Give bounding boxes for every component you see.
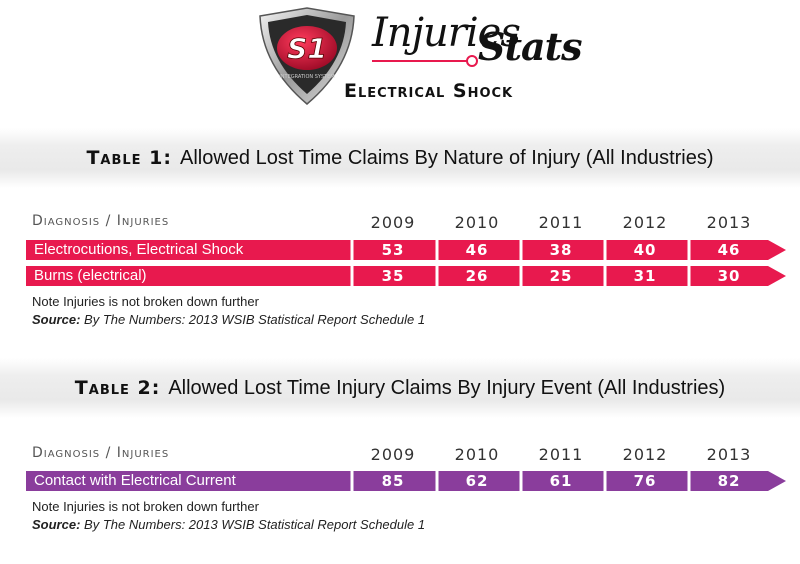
table1-source-label: Source:: [32, 312, 81, 327]
table1-year-header: 2012: [622, 213, 668, 232]
table1-year-header: 2010: [454, 213, 500, 232]
table1-column-header: Diagnosis / Injuries: [32, 213, 170, 229]
brand-word-injuries: Injuries: [372, 10, 521, 56]
table2-year-header: 2010: [454, 445, 500, 464]
table1-value-cell: 30: [717, 267, 741, 285]
brand-word-stats: Stats: [478, 24, 583, 69]
table1-row-label: Electrocutions, Electrical Shock: [34, 241, 244, 258]
table1-source-text: By The Numbers: 2013 WSIB Statistical Re…: [84, 312, 426, 327]
table2-value-cell: 61: [549, 472, 573, 490]
table2-label: Table 2:: [74, 377, 161, 399]
logo-text: S1: [287, 32, 327, 65]
table1-value-cell: 46: [465, 241, 489, 259]
table2-value-cell: 82: [717, 472, 741, 490]
table2-source-label: Source:: [32, 517, 81, 532]
table1-label: Table 1:: [86, 147, 172, 169]
table1-year-header: 2009: [370, 213, 416, 232]
table1-value-cell: 38: [549, 241, 573, 259]
table2-value-cell: 62: [465, 472, 489, 490]
s1-logo: S1 INTEGRATION SYSTEM: [259, 7, 355, 105]
table2-title-text: Allowed Lost Time Injury Claims By Injur…: [168, 377, 726, 399]
page-subtitle: Electrical Shock: [344, 80, 514, 102]
table1-note: Note Injuries is not broken down further: [32, 294, 259, 309]
table1-value-cell: 53: [381, 241, 405, 259]
logo-subtext: INTEGRATION SYSTEM: [279, 74, 334, 80]
brand-dot: [466, 55, 478, 67]
table2-year-header: 2011: [538, 445, 584, 464]
table2-row-bar: [26, 471, 786, 491]
table1-value-cell: 25: [549, 267, 573, 285]
table1-row: Electrocutions, Electrical Shock 53 46 3…: [26, 240, 786, 260]
table2-year-header: 2012: [622, 445, 668, 464]
table1-title: Table 1: Allowed Lost Time Claims By Natu…: [0, 128, 800, 190]
table2-source-text: By The Numbers: 2013 WSIB Statistical Re…: [84, 517, 426, 532]
table1-source: Source: By The Numbers: 2013 WSIB Statis…: [32, 312, 425, 327]
table2-value-cell: 85: [381, 472, 405, 490]
table2-year-header: 2009: [370, 445, 416, 464]
table1-value-cell: 31: [633, 267, 657, 285]
table1-row-label: Burns (electrical): [34, 267, 147, 284]
table2-header-row: Diagnosis / Injuries 2009 2010 2011 2012…: [0, 445, 800, 465]
table1-header-row: Diagnosis / Injuries 2009 2010 2011 2012…: [0, 213, 800, 233]
table1-row-bar: [26, 266, 786, 286]
table2-column-header: Diagnosis / Injuries: [32, 445, 170, 461]
table1-value-cell: 40: [633, 241, 657, 259]
table2-title-band: Table 2: Allowed Lost Time Injury Claims …: [0, 358, 800, 418]
table2-year-header: 2013: [706, 445, 752, 464]
table1-year-header: 2011: [538, 213, 584, 232]
table1-title-band: Table 1: Allowed Lost Time Claims By Natu…: [0, 128, 800, 188]
table2-title: Table 2: Allowed Lost Time Injury Claims …: [0, 358, 800, 420]
table1-value-cell: 46: [717, 241, 741, 259]
table2-row-label: Contact with Electrical Current: [34, 472, 236, 489]
table2-row: Contact with Electrical Current 85 62 61…: [26, 471, 786, 491]
table2-value-cell: 76: [633, 472, 657, 490]
table2-note: Note Injuries is not broken down further: [32, 499, 259, 514]
table1-row: Burns (electrical) 35 26 25 31 30: [26, 266, 786, 286]
table2-source: Source: By The Numbers: 2013 WSIB Statis…: [32, 517, 425, 532]
table1-title-text: Allowed Lost Time Claims By Nature of In…: [180, 147, 714, 169]
table1-row-bar: [26, 240, 786, 260]
table1-value-cell: 35: [381, 267, 405, 285]
table1-value-cell: 26: [465, 267, 489, 285]
brand-underline: [372, 60, 472, 62]
table1-year-header: 2013: [706, 213, 752, 232]
